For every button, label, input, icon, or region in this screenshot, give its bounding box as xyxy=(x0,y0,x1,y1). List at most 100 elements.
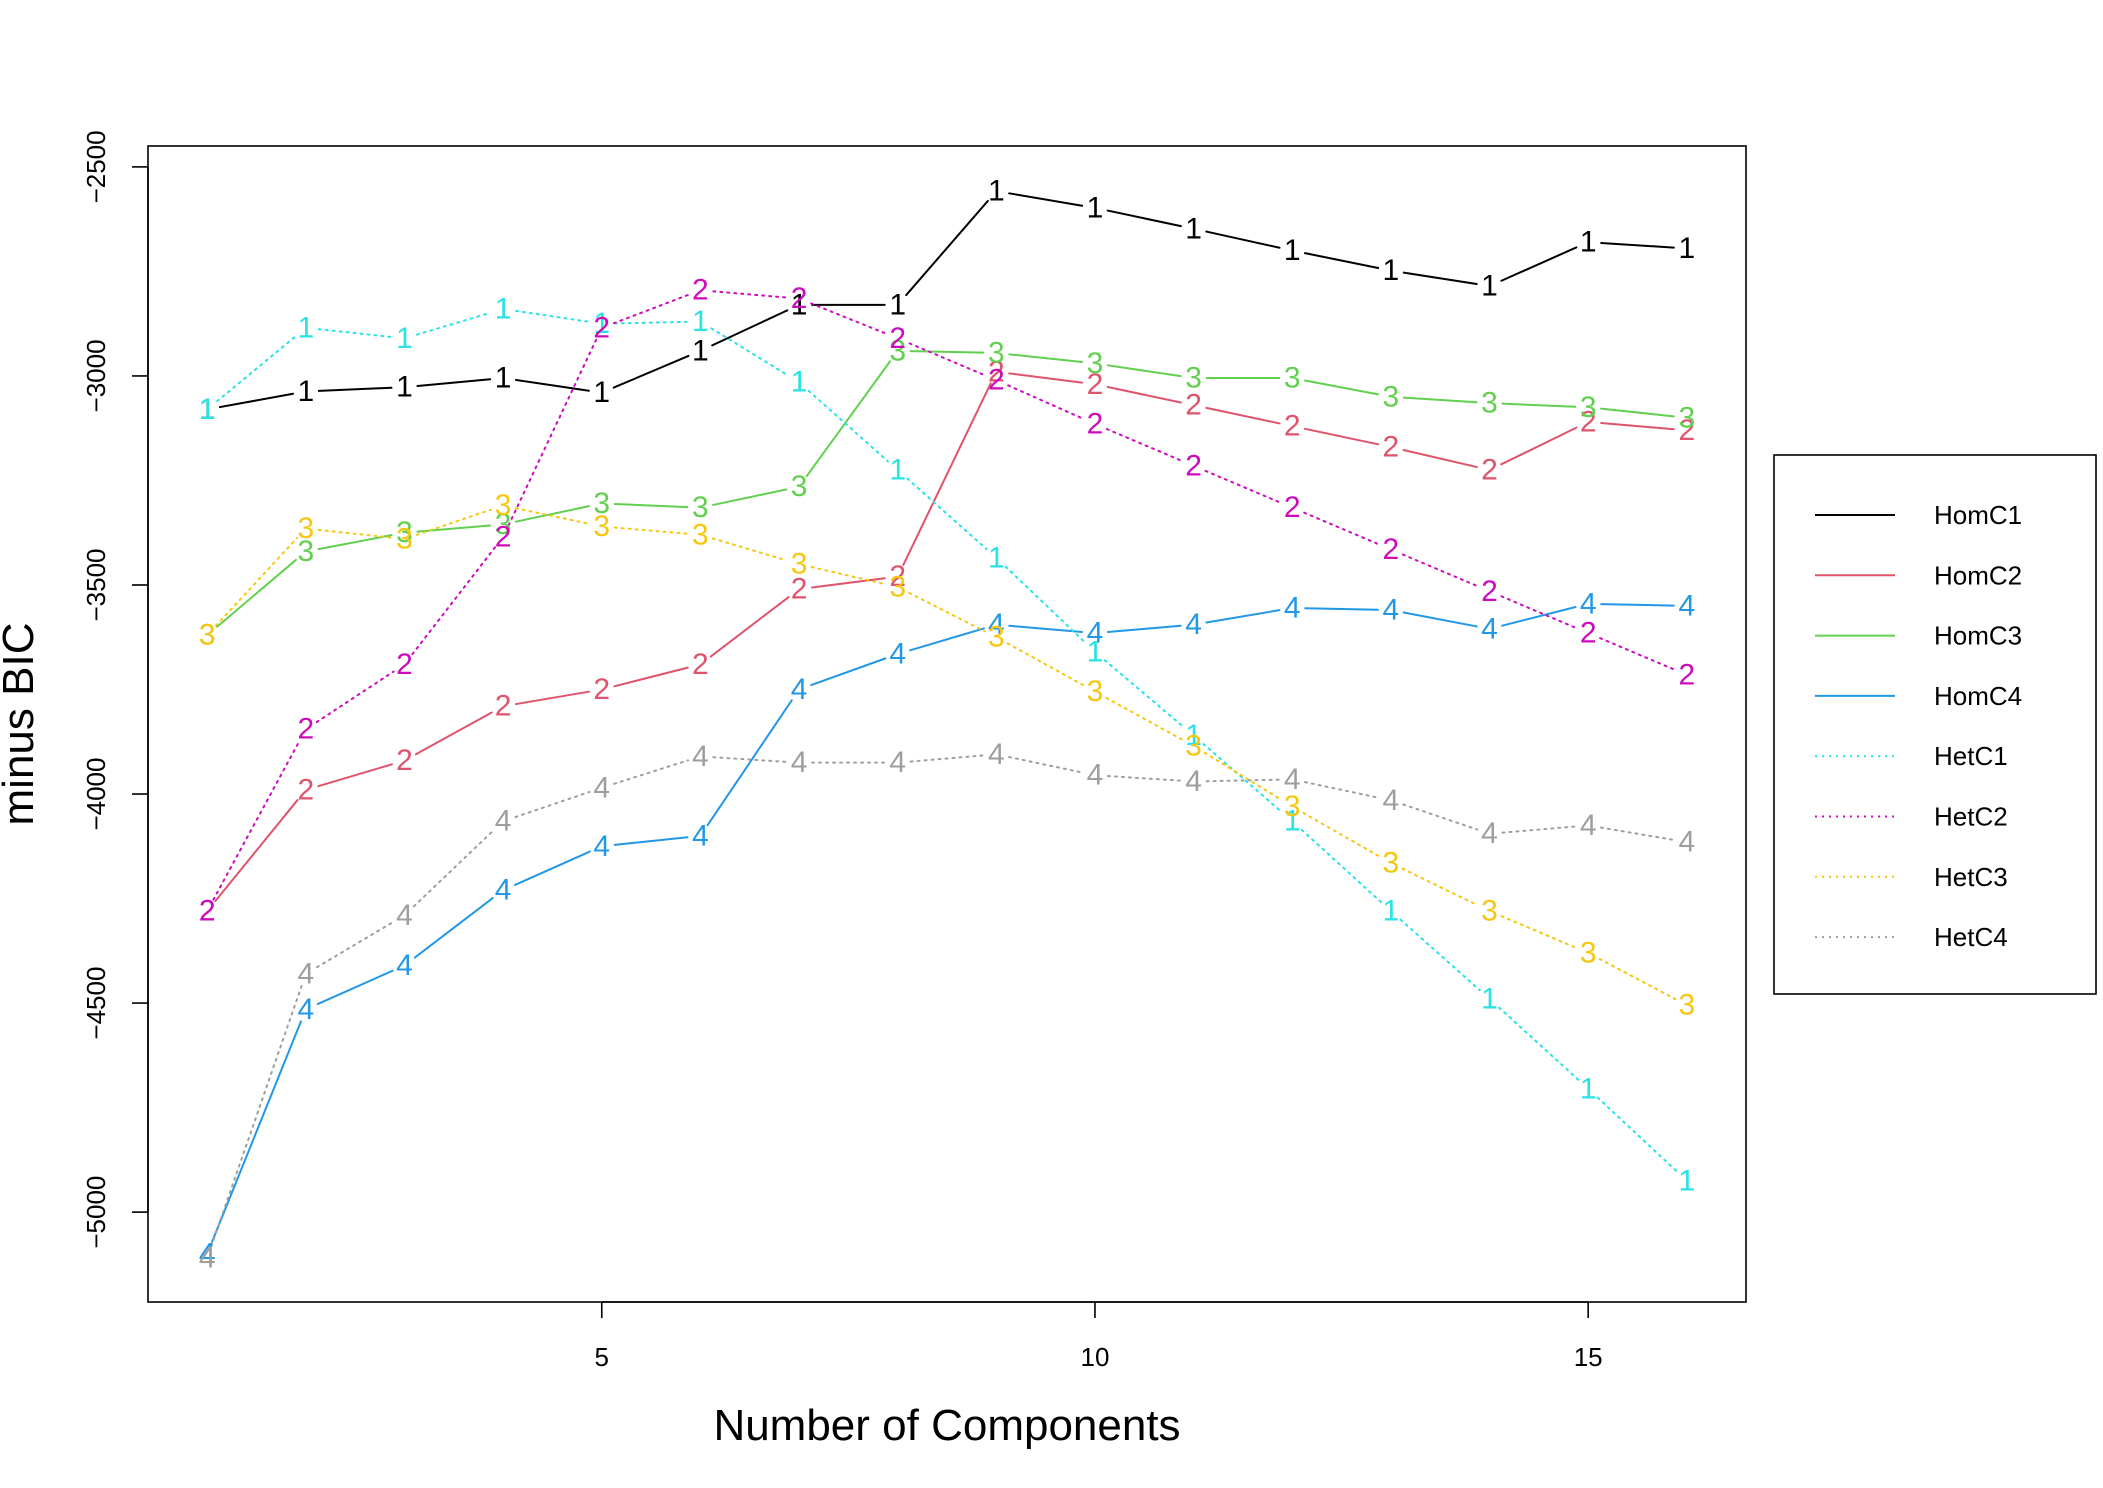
legend-item-hetc2: HetC2 xyxy=(1815,802,2008,832)
series-segment xyxy=(712,756,788,763)
y-tick-label: −4500 xyxy=(81,967,111,1040)
y-tick-label: −3000 xyxy=(81,339,111,412)
series-segment xyxy=(414,711,493,756)
data-point: 1 xyxy=(297,311,314,344)
series-homc2 xyxy=(214,372,1675,903)
series-segment xyxy=(1105,696,1184,741)
series-segment xyxy=(908,591,986,633)
legend-item-homc2: HomC2 xyxy=(1815,560,2022,590)
marks-homc4: 4 4 4 4 4 4 4 4 4 4 4 4 4 4 4 4 xyxy=(199,587,1695,1270)
data-point: 2 xyxy=(988,355,1005,388)
series-segment xyxy=(1599,637,1676,671)
data-point: 2 xyxy=(1087,368,1104,401)
x-axis: 5 10 15 xyxy=(595,1301,1603,1372)
series-segment xyxy=(1008,192,1084,207)
data-point: 3 xyxy=(1284,362,1301,395)
data-point: 1 xyxy=(396,371,413,404)
data-point: 3 xyxy=(692,491,709,524)
legend-item-hetc1: HetC1 xyxy=(1815,741,2008,771)
series-segment xyxy=(1402,803,1479,831)
data-point: 3 xyxy=(1087,347,1104,380)
data-point: 3 xyxy=(396,516,413,549)
series-segment xyxy=(612,293,690,325)
data-point: 1 xyxy=(495,293,512,326)
legend: HomC1 HomC2 HomC3 HomC4 HetC1 HetC2 HetC3 HetC4 xyxy=(1773,454,2097,995)
plot-frame xyxy=(147,145,1747,1303)
series-segment xyxy=(216,335,297,403)
data-point: 4 xyxy=(396,949,413,982)
series-hetc2 xyxy=(212,290,1676,901)
data-point: 2 xyxy=(495,690,512,723)
series-segment xyxy=(415,508,492,536)
series-segment xyxy=(1600,241,1675,249)
series-segment xyxy=(1205,778,1281,783)
data-point: 1 xyxy=(396,322,413,355)
data-point: 4 xyxy=(396,899,413,932)
series-segment xyxy=(1304,379,1380,396)
data-point: 3 xyxy=(692,518,709,551)
series-segment xyxy=(709,596,790,658)
series-segment xyxy=(416,378,492,388)
series-segment xyxy=(1399,918,1481,992)
data-point: 3 xyxy=(889,334,906,367)
legend-item-hetc3: HetC3 xyxy=(1815,862,2008,892)
data-point: 1 xyxy=(1481,270,1498,303)
series-segment xyxy=(706,699,793,827)
series-segment xyxy=(1501,402,1577,408)
series-segment xyxy=(810,657,887,687)
data-point: 3 xyxy=(1383,380,1400,413)
data-point: 3 xyxy=(1580,936,1597,969)
series-segment xyxy=(1008,624,1084,633)
series-segment xyxy=(1304,607,1379,611)
data-point: 2 xyxy=(692,648,709,681)
data-point: 3 xyxy=(988,621,1005,654)
data-point: 4 xyxy=(1481,817,1498,850)
series-segment xyxy=(810,577,886,589)
y-tick-label: −2500 xyxy=(81,130,111,203)
data-point: 4 xyxy=(988,608,1005,641)
legend-box xyxy=(1773,454,2097,995)
x-axis-title: Number of Components xyxy=(713,1401,1180,1450)
series-segment xyxy=(1300,828,1383,904)
series-segment xyxy=(1500,595,1578,629)
data-point: 1 xyxy=(199,393,216,426)
legend-item-homc3: HomC3 xyxy=(1815,621,2022,651)
data-point: 1 xyxy=(1185,212,1202,245)
data-point: 2 xyxy=(1185,389,1202,422)
legend-label: HomC3 xyxy=(1934,621,2022,651)
data-point: 3 xyxy=(1678,989,1695,1022)
series-segment xyxy=(218,392,295,409)
data-point: 4 xyxy=(199,1237,216,1270)
series-segment xyxy=(1205,230,1281,249)
data-point: 1 xyxy=(1580,1072,1597,1105)
legend-item-hetc4: HetC4 xyxy=(1815,922,2008,952)
y-tick-label: −3500 xyxy=(81,548,111,621)
data-point: 4 xyxy=(1284,763,1301,796)
y-tick-label: −5000 xyxy=(81,1176,111,1249)
series-segment xyxy=(514,790,591,819)
data-point: 3 xyxy=(791,470,808,503)
series-segment xyxy=(613,320,689,325)
data-point: 3 xyxy=(593,487,610,520)
data-point: 2 xyxy=(396,648,413,681)
series-segment xyxy=(514,309,590,323)
data-point: 1 xyxy=(692,334,709,367)
series-homc3 xyxy=(216,350,1675,628)
series-segment xyxy=(1106,209,1182,228)
legend-label: HetC2 xyxy=(1934,802,2008,832)
data-point: 3 xyxy=(791,548,808,581)
data-point: 2 xyxy=(1481,575,1498,608)
series-segment xyxy=(1402,448,1478,469)
data-point: 2 xyxy=(1087,408,1104,441)
series-segment xyxy=(416,524,492,533)
data-point: 2 xyxy=(1284,491,1301,524)
data-point: 3 xyxy=(199,619,216,652)
series-segment xyxy=(210,985,303,1247)
series-segment xyxy=(214,798,299,903)
series-segment xyxy=(1202,743,1284,814)
data-point: 3 xyxy=(1087,675,1104,708)
